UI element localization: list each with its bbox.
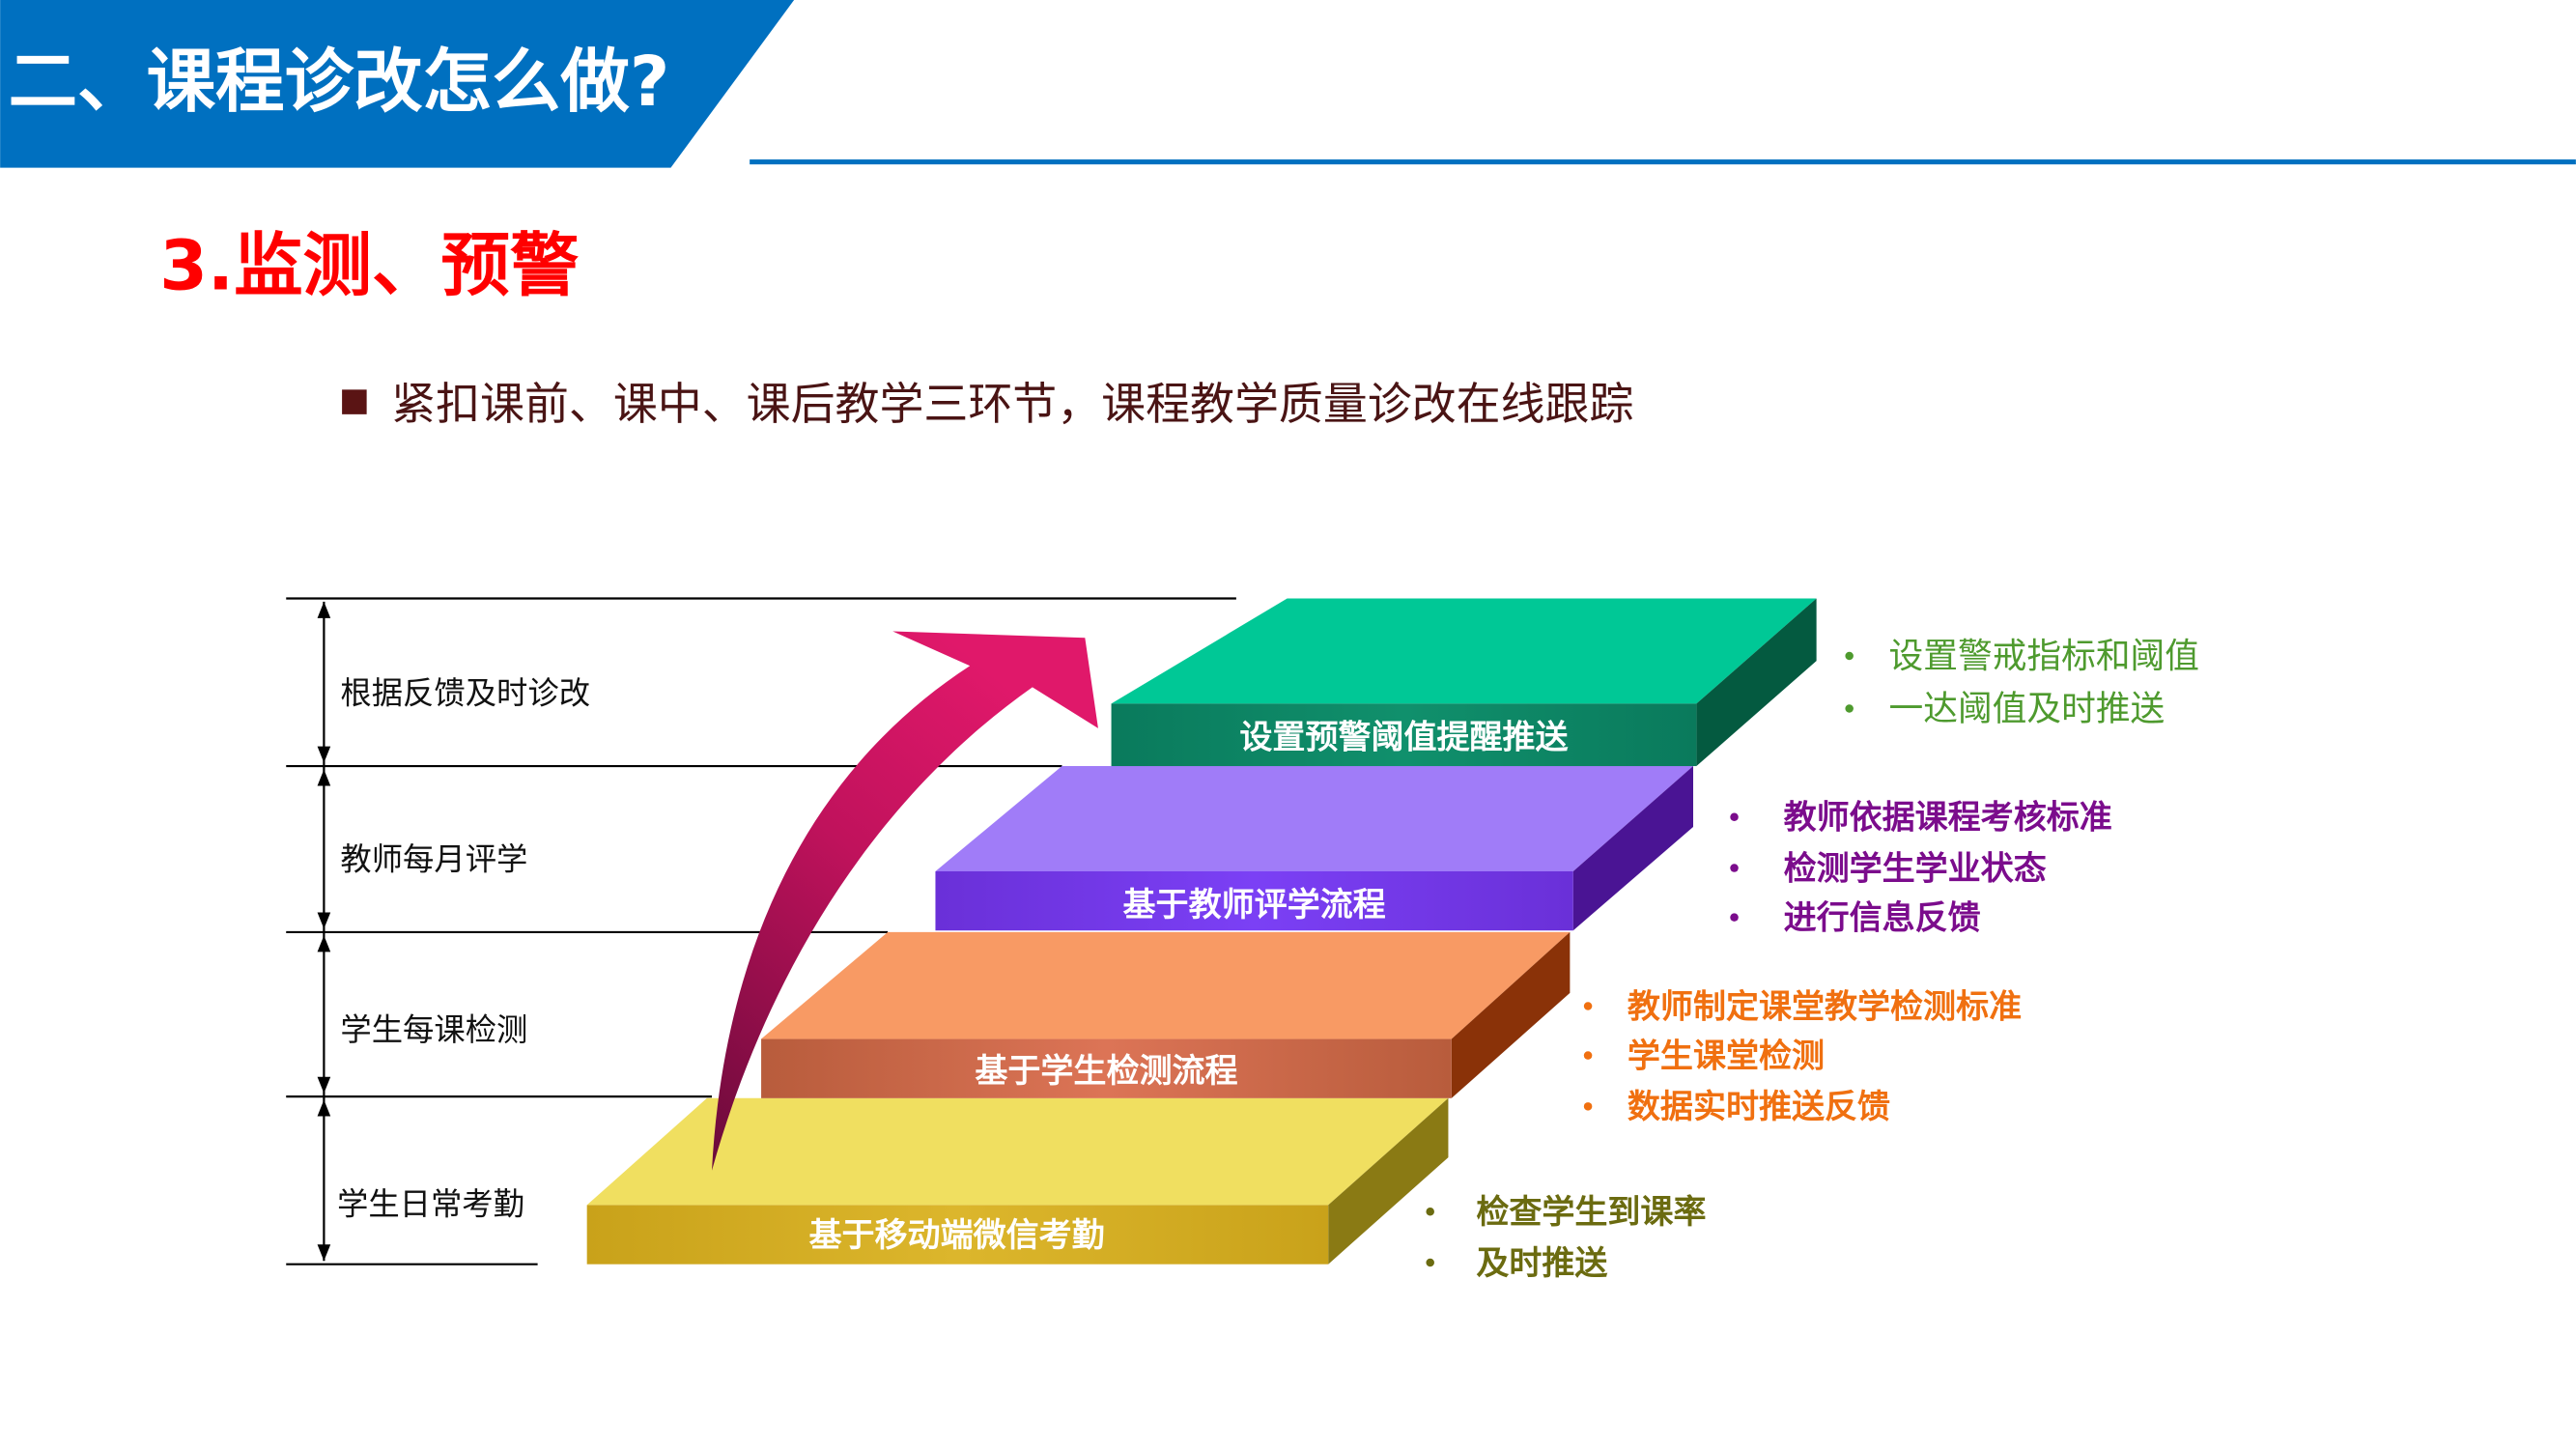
point-text: 教师制定课堂教学检测标准: [1628, 987, 2022, 1026]
step-attendance: 基于移动端微信考勤: [586, 1097, 1449, 1265]
step-student-test: 基于学生检测流程: [761, 931, 1571, 1098]
point-text: 检测学生学业状态: [1784, 849, 2047, 888]
step-warning-threshold: 设置预警阈值提醒推送: [1111, 598, 1817, 767]
scale-label-attendance: 学生日常考勤: [337, 1186, 524, 1223]
intro-bullet-text: 紧扣课前、课中、课后教学三环节，课程教学质量诊改在线跟踪: [391, 378, 1633, 430]
point-text: 教师依据课程考核标准: [1784, 799, 2112, 838]
step-label: 基于学生检测流程: [975, 1052, 1237, 1091]
step-label: 设置预警阈值提醒推送: [1239, 718, 1568, 756]
step-label: 基于教师评学流程: [1123, 886, 1386, 924]
step-teacher-evaluation: 基于教师评学流程: [935, 766, 1693, 931]
scale-label-feedback: 根据反馈及时诊改: [340, 674, 590, 711]
point-text: 学生课堂检测: [1628, 1037, 1825, 1075]
upward-curved-arrow-icon: [712, 631, 1098, 1171]
points-teacher-evaluation: 教师依据课程考核标准 检测学生学业状态 进行信息反馈: [1730, 799, 2112, 938]
header-divider: [750, 159, 2576, 165]
scale-arrowheads: [317, 601, 331, 1262]
scale-label-teacher-monthly: 教师每月评学: [340, 840, 527, 877]
point-text: 一达阈值及时推送: [1889, 689, 2166, 728]
points-student-test: 教师制定课堂教学检测标准 学生课堂检测 数据实时推送反馈: [1583, 987, 2022, 1126]
points-warning: 设置警戒指标和阈值 一达阈值及时推送: [1845, 637, 2199, 728]
point-text: 数据实时推送反馈: [1628, 1088, 1890, 1126]
header-banner: [0, 0, 795, 168]
square-bullet-icon: [342, 389, 367, 414]
header-title: 二、课程诊改怎么做?: [9, 42, 670, 122]
point-text: 进行信息反馈: [1784, 899, 1981, 938]
points-attendance: 检查学生到课率 及时推送: [1426, 1193, 1706, 1283]
point-text: 检查学生到课率: [1476, 1193, 1706, 1232]
scale-label-student-per-class: 学生每课检测: [340, 1011, 527, 1048]
point-text: 设置警戒指标和阈值: [1889, 637, 2199, 676]
point-text: 及时推送: [1476, 1244, 1607, 1283]
step-label: 基于移动端微信考勤: [809, 1216, 1105, 1255]
section-title: 3.监测、预警: [159, 226, 579, 306]
